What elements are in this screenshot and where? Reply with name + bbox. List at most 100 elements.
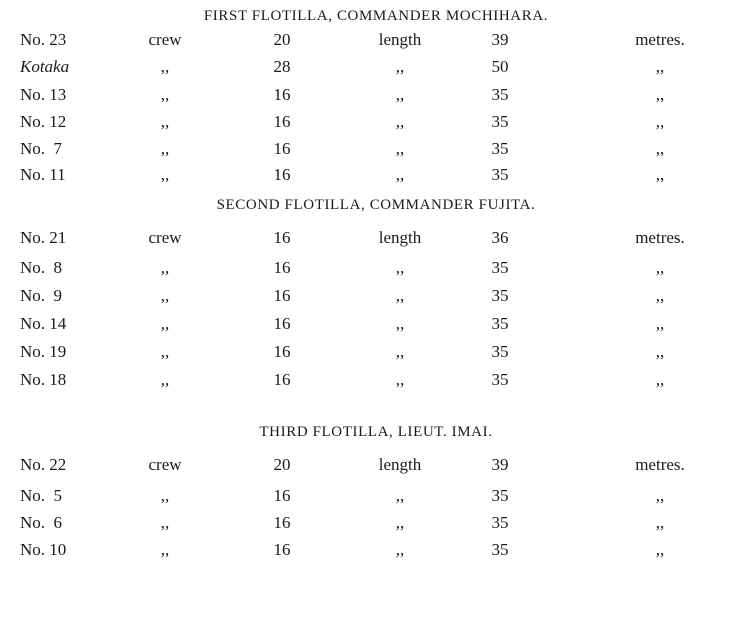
crew-count: 16 [273, 258, 291, 277]
crew-count: 16 [273, 314, 291, 333]
crew-count: 16 [273, 165, 291, 184]
crew-count: 16 [273, 540, 291, 559]
crew-count: 16 [273, 228, 291, 247]
crew-count: 16 [273, 85, 291, 104]
length-label: ,, [395, 57, 405, 76]
length-label: ,, [395, 112, 405, 131]
table-row: No. 8,, 16,, 35,, [0, 256, 752, 280]
length-label: ,, [395, 85, 405, 104]
length-value: 35 [491, 286, 509, 305]
length-label: ,, [395, 513, 405, 532]
unit-label: ,, [655, 314, 665, 333]
length-label: ,, [395, 370, 405, 389]
crew-count: 20 [273, 30, 291, 49]
unit-label: ,, [655, 112, 665, 131]
vessel-name: No. 19 [20, 342, 67, 361]
crew-count: 16 [273, 286, 291, 305]
crew-count: 16 [273, 139, 291, 158]
crew-label: ,, [160, 57, 170, 76]
length-value: 35 [491, 139, 509, 158]
vessel-name: No. 13 [20, 85, 67, 104]
unit-label: ,, [655, 342, 665, 361]
unit-label: ,, [655, 85, 665, 104]
unit-label: ,, [655, 258, 665, 277]
crew-label: ,, [160, 370, 170, 389]
length-value: 39 [491, 455, 509, 474]
table-row: No. 19,, 16,, 35,, [0, 340, 752, 364]
vessel-name: No. 21 [20, 228, 67, 247]
length-label: ,, [395, 165, 405, 184]
length-label: length [378, 228, 422, 247]
vessel-name: No. 6 [20, 513, 63, 532]
vessel-name: No. 22 [20, 455, 67, 474]
length-value: 35 [491, 112, 509, 131]
table-row: Kotaka,, 28,, 50,, [0, 55, 752, 79]
table-row: No. 21 crew 16 length 36 metres. [0, 226, 752, 250]
crew-label: crew [148, 30, 182, 49]
length-label: ,, [395, 286, 405, 305]
length-value: 35 [491, 513, 509, 532]
table-row: No. 6,, 16,, 35,, [0, 511, 752, 535]
table-row: No. 23 crew 20 length 39 metres. [0, 28, 752, 52]
table-row: No. 18,, 16,, 35,, [0, 368, 752, 392]
crew-count: 16 [273, 342, 291, 361]
table-row: No. 22 crew 20 length 39 metres. [0, 453, 752, 477]
table-row: No. 5,, 16,, 35,, [0, 484, 752, 508]
length-label: ,, [395, 314, 405, 333]
length-value: 35 [491, 370, 509, 389]
length-value: 35 [491, 85, 509, 104]
crew-label: ,, [160, 540, 170, 559]
unit-label: metres. [635, 228, 685, 247]
unit-label: ,, [655, 57, 665, 76]
crew-count: 20 [273, 455, 291, 474]
length-label: ,, [395, 342, 405, 361]
unit-label: ,, [655, 486, 665, 505]
crew-label: ,, [160, 486, 170, 505]
vessel-name: No. 23 [20, 30, 67, 49]
length-label: ,, [395, 139, 405, 158]
vessel-name: No. 12 [20, 112, 67, 131]
unit-label: ,, [655, 540, 665, 559]
length-value: 35 [491, 258, 509, 277]
length-label: ,, [395, 486, 405, 505]
length-label: length [378, 30, 422, 49]
table-row: No. 12,, 16,, 35,, [0, 110, 752, 134]
crew-label: ,, [160, 286, 170, 305]
length-value: 35 [491, 540, 509, 559]
length-value: 35 [491, 165, 509, 184]
unit-label: ,, [655, 370, 665, 389]
unit-label: ,, [655, 513, 665, 532]
crew-label: ,, [160, 112, 170, 131]
crew-label: ,, [160, 165, 170, 184]
section-heading: SECOND FLOTILLA, COMMANDER FUJITA. [216, 197, 536, 213]
table-row: No. 13,, 16,, 35,, [0, 83, 752, 107]
table-row: No. 7,, 16,, 35,, [0, 137, 752, 161]
unit-label: ,, [655, 139, 665, 158]
length-value: 35 [491, 342, 509, 361]
length-label: length [378, 455, 422, 474]
crew-count: 28 [273, 57, 291, 76]
length-value: 39 [491, 30, 509, 49]
crew-count: 16 [273, 513, 291, 532]
crew-label: ,, [160, 258, 170, 277]
vessel-name: No. 7 [20, 139, 63, 158]
vessel-name: Kotaka [20, 57, 70, 76]
section-heading: THIRD FLOTILLA, LIEUT. IMAI. [259, 424, 493, 440]
unit-label: metres. [635, 30, 685, 49]
vessel-name: No. 18 [20, 370, 67, 389]
crew-label: ,, [160, 314, 170, 333]
crew-label: crew [148, 228, 182, 247]
length-label: ,, [395, 258, 405, 277]
vessel-name: No. 10 [20, 540, 67, 559]
unit-label: metres. [635, 455, 685, 474]
vessel-name: No. 14 [20, 314, 67, 333]
unit-label: ,, [655, 165, 665, 184]
table-row: No. 9,, 16,, 35,, [0, 284, 752, 308]
crew-label: crew [148, 455, 182, 474]
table-row: No. 14,, 16,, 35,, [0, 312, 752, 336]
length-value: 35 [491, 314, 509, 333]
table-row: No. 11,, 16,, 35,, [0, 163, 752, 187]
length-value: 35 [491, 486, 509, 505]
length-value: 50 [491, 57, 509, 76]
crew-label: ,, [160, 85, 170, 104]
